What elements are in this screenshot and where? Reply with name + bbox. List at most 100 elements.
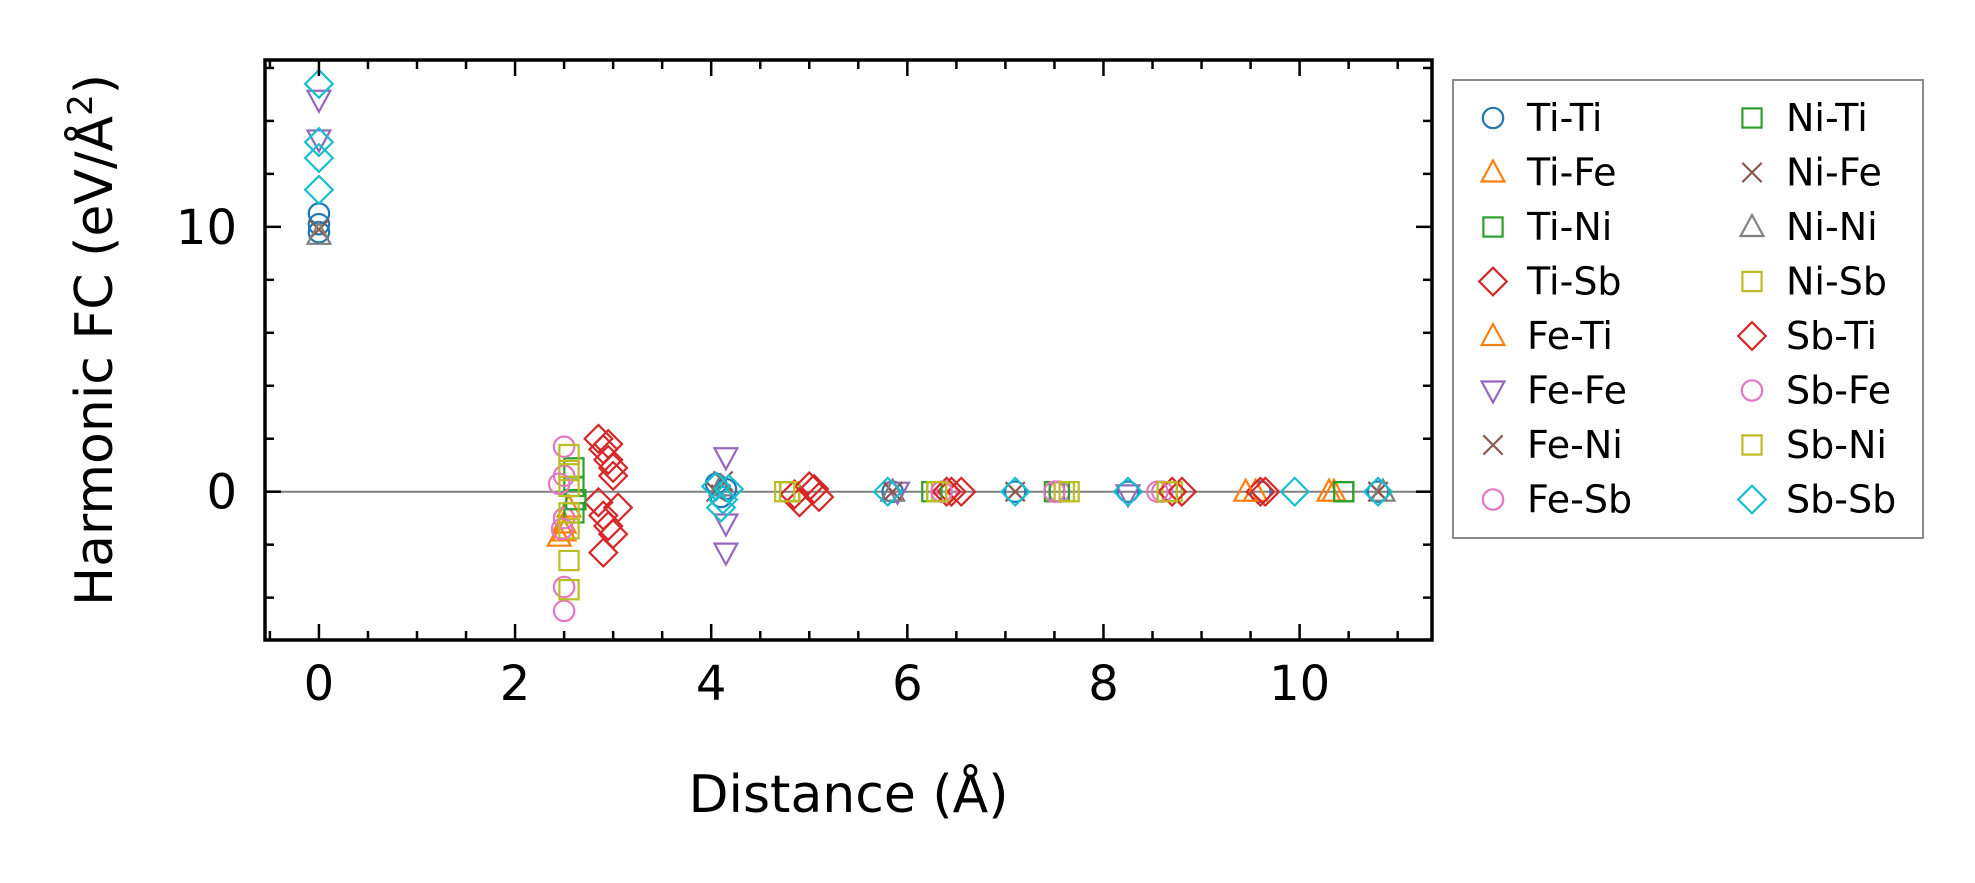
y-axis-label: Harmonic FC (eV/Å2)	[61, 74, 125, 606]
series-fe-sb	[552, 435, 1174, 623]
legend-label: Ni-Sb	[1786, 260, 1887, 304]
data-point	[1333, 480, 1355, 503]
data-point	[1156, 480, 1178, 503]
legend-label: Fe-Sb	[1527, 478, 1632, 522]
data-point	[931, 476, 962, 508]
legend-label: Ti-Ni	[1526, 205, 1612, 249]
data-point	[784, 486, 815, 518]
legend-box	[1452, 79, 1924, 539]
legend-marker	[1481, 106, 1505, 130]
data-point	[1245, 476, 1276, 508]
y-tick-label: 0	[206, 465, 237, 521]
data-point	[1043, 480, 1066, 503]
series-ni-ni	[305, 220, 1397, 502]
legend-entry: Sb-Ti	[1736, 314, 1877, 358]
data-point	[1279, 476, 1311, 508]
x-tick-label: 8	[1088, 656, 1119, 712]
data-point	[779, 478, 810, 510]
axes: 0 2 4 6 8 10 0 10 Distance (Å) Harmonic FC (eV/Å2…	[61, 58, 1434, 825]
data-point	[597, 460, 629, 492]
data-point	[303, 142, 335, 174]
data-point	[305, 220, 333, 245]
x-tick-label: 10	[1269, 656, 1330, 712]
data-point	[555, 493, 583, 518]
legend-marker	[1738, 212, 1766, 238]
data-point	[558, 502, 580, 524]
legend-entry: Ni-Sb	[1741, 260, 1887, 304]
data-point	[597, 518, 629, 550]
legend-marker	[1479, 321, 1507, 347]
legend-marker	[1741, 270, 1763, 293]
axes-frame	[263, 58, 1434, 642]
data-point	[712, 542, 740, 567]
data-point	[550, 517, 574, 541]
legend-marker	[1736, 320, 1768, 352]
legend-marker	[1740, 379, 1764, 402]
data-point	[803, 481, 835, 513]
data-point	[552, 435, 576, 458]
data-point	[303, 174, 335, 206]
data-point	[882, 481, 904, 503]
data-point	[1156, 476, 1188, 508]
plot-area	[265, 68, 1432, 623]
legend-label: Sb-Ti	[1786, 314, 1877, 358]
data-point	[583, 486, 614, 518]
legend-entry: Fe-Ti	[1479, 314, 1613, 358]
x-tick-label: 4	[696, 656, 727, 712]
data-point	[592, 444, 624, 476]
legend-marker	[1736, 484, 1768, 515]
data-point	[1003, 480, 1027, 503]
data-point	[558, 518, 580, 540]
data-point	[597, 452, 629, 484]
legend-marker	[1481, 488, 1505, 511]
data-point	[1114, 484, 1142, 509]
data-point	[707, 484, 739, 515]
legend: Ti-Ti Ti-Fe Ti-Ni Ti-Sb Fe-Ti Fe-Fe Fe-Ni Fe-Sb…	[1452, 79, 1924, 539]
legend-label: Sb-Fe	[1786, 369, 1891, 413]
data-point	[305, 89, 333, 115]
series-ni-sb	[558, 443, 1183, 601]
legend-entry: Fe-Fe	[1479, 369, 1627, 413]
x-tick-label: 2	[500, 656, 531, 712]
legend-entry: Sb-Fe	[1740, 369, 1891, 413]
legend-label: Ti-Fe	[1526, 151, 1616, 195]
data-point	[705, 492, 737, 523]
data-point	[307, 212, 331, 236]
legend-entry: Fe-Sb	[1481, 478, 1632, 522]
legend-marker	[1477, 266, 1509, 297]
series-sb-sb	[303, 68, 1394, 523]
data-point	[999, 476, 1031, 508]
legend-entry: Ti-Fe	[1479, 151, 1616, 195]
x-tick-label: 6	[892, 656, 923, 712]
legend-entry: Ni-Fe	[1741, 151, 1882, 195]
legend-marker	[1479, 158, 1507, 183]
legend-label: Ti-Sb	[1526, 260, 1622, 304]
legend-marker	[1479, 380, 1507, 405]
legend-label: Fe-Fe	[1527, 369, 1627, 413]
data-point	[712, 447, 740, 472]
legend-entry: Ni-Ti	[1741, 96, 1868, 140]
legend-entry: Sb-Ni	[1741, 423, 1887, 467]
data-point	[926, 480, 948, 503]
data-point	[1249, 476, 1281, 508]
data-point	[1362, 476, 1394, 508]
data-point	[558, 443, 580, 466]
data-point	[1166, 476, 1198, 508]
data-point	[547, 472, 571, 496]
legend-entry: Ni-Ni	[1738, 205, 1878, 249]
data-point	[712, 513, 740, 538]
legend-label: Ni-Ti	[1786, 96, 1868, 140]
data-point	[872, 476, 904, 508]
series-sb-ti	[592, 428, 1281, 550]
y-tick-label: 10	[176, 200, 237, 256]
data-point	[552, 599, 576, 623]
legend-entry: Ti-Sb	[1477, 260, 1622, 304]
data-point	[558, 578, 580, 601]
data-point	[1112, 476, 1144, 508]
series-fe-ni	[308, 219, 1389, 503]
x-tick-label: 0	[304, 656, 335, 712]
data-point	[303, 68, 335, 100]
legend-marker	[1741, 434, 1763, 456]
legend-label: Fe-Ti	[1527, 314, 1613, 358]
